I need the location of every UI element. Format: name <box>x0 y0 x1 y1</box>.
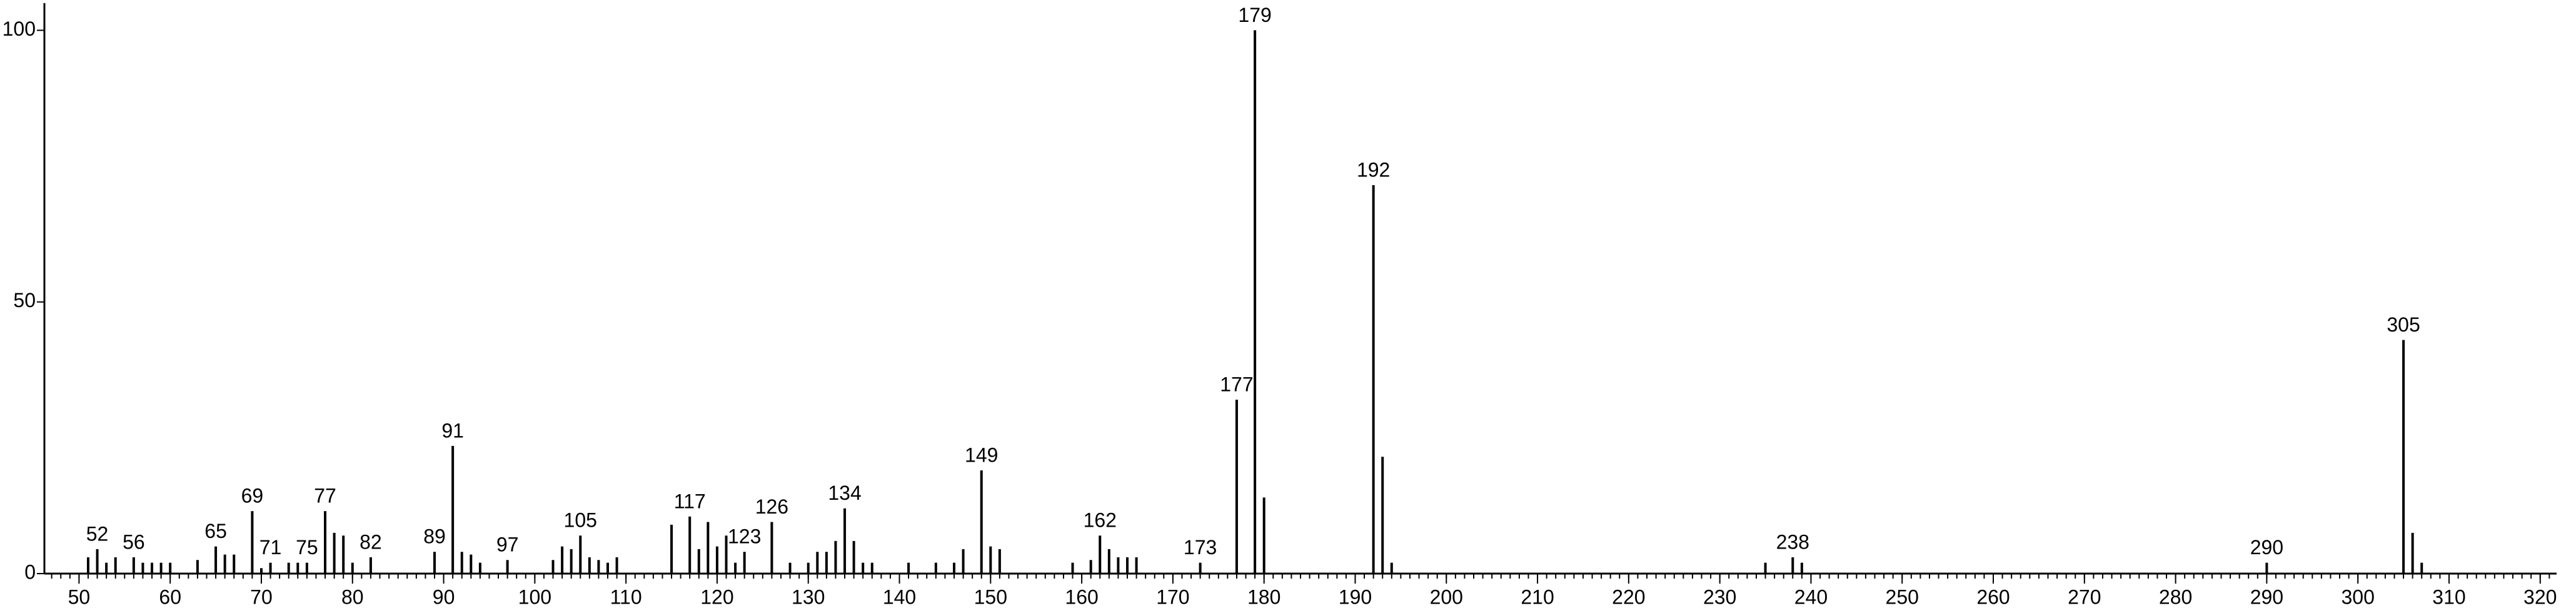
peak-label: 69 <box>241 485 264 507</box>
x-tick-label: 170 <box>1156 585 1189 608</box>
peak-label: 238 <box>1776 530 1809 553</box>
peak-label: 71 <box>259 536 282 559</box>
peak-label: 162 <box>1084 509 1117 532</box>
x-tick-label: 210 <box>1521 585 1554 608</box>
x-tick-label: 260 <box>1976 585 2010 608</box>
x-tick-label: 70 <box>250 585 273 608</box>
y-tick-label: 0 <box>24 560 36 583</box>
x-tick-label: 320 <box>2523 585 2557 608</box>
peak-label: 52 <box>86 522 109 545</box>
peak-label: 192 <box>1357 158 1390 181</box>
x-tick-label: 280 <box>2159 585 2192 608</box>
x-tick-label: 50 <box>68 585 91 608</box>
x-tick-label: 310 <box>2432 585 2465 608</box>
x-tick-label: 300 <box>2341 585 2374 608</box>
peak-label: 82 <box>360 530 382 553</box>
x-tick-label: 270 <box>2068 585 2101 608</box>
peak-label: 179 <box>1238 4 1271 26</box>
peak-label: 117 <box>674 490 706 512</box>
x-tick-label: 230 <box>1703 585 1736 608</box>
peak-label: 173 <box>1184 536 1217 559</box>
peak-label: 305 <box>2387 313 2420 336</box>
peak-label: 97 <box>496 534 519 556</box>
peak-label: 77 <box>314 485 336 507</box>
peak-label: 65 <box>204 520 227 542</box>
x-tick-label: 160 <box>1065 585 1098 608</box>
x-tick-label: 100 <box>518 585 551 608</box>
x-tick-label: 180 <box>1247 585 1280 608</box>
peak-label: 149 <box>965 443 998 466</box>
x-tick-label: 90 <box>433 585 455 608</box>
x-tick-label: 120 <box>700 585 733 608</box>
peak-label: 56 <box>123 530 145 553</box>
x-tick-label: 190 <box>1339 585 1372 608</box>
x-tick-label: 290 <box>2250 585 2283 608</box>
x-tick-label: 250 <box>1886 585 1919 608</box>
peak-label: 75 <box>296 536 318 559</box>
y-tick-label: 50 <box>13 289 36 312</box>
peak-label: 177 <box>1220 373 1253 396</box>
x-tick-label: 60 <box>159 585 181 608</box>
peak-label: 105 <box>564 509 597 532</box>
y-tick-label: 100 <box>3 18 36 40</box>
peak-label: 123 <box>728 525 761 548</box>
x-tick-label: 130 <box>792 585 825 608</box>
peak-label: 89 <box>423 525 446 548</box>
x-tick-label: 110 <box>610 585 642 608</box>
x-tick-label: 220 <box>1612 585 1645 608</box>
peak-label: 126 <box>755 495 788 518</box>
peak-label: 134 <box>828 482 861 504</box>
x-tick-label: 150 <box>974 585 1007 608</box>
peak-label: 91 <box>441 419 464 442</box>
x-tick-label: 80 <box>341 585 364 608</box>
x-tick-label: 140 <box>883 585 916 608</box>
x-tick-label: 240 <box>1794 585 1828 608</box>
x-tick-label: 200 <box>1430 585 1463 608</box>
peak-label: 290 <box>2250 536 2283 559</box>
